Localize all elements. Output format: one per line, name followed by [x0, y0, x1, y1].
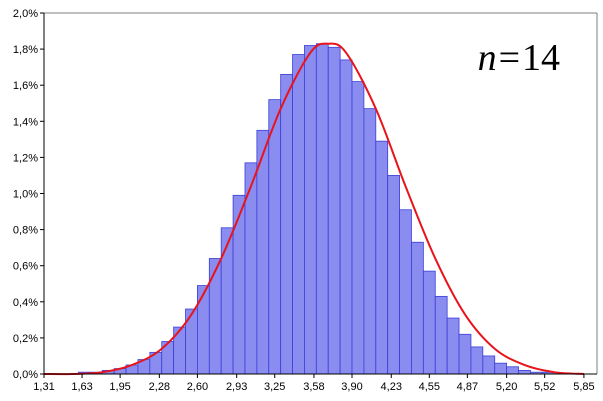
- x-tick-label: 2,93: [226, 381, 247, 393]
- histogram-bar: [280, 73, 293, 375]
- histogram-bar: [399, 209, 412, 375]
- x-tick-label: 1,31: [33, 381, 54, 393]
- x-tick-label: 5,85: [573, 381, 594, 393]
- histogram-bar: [315, 43, 329, 375]
- histogram-bar: [304, 45, 317, 375]
- x-axis-ticks: 1,31 1,63 1,95 2,28 2,60 2,93 3,25 3,58 3,90 4,23…: [33, 374, 595, 393]
- x-tick-label: 2,28: [149, 381, 170, 393]
- histogram-bar: [387, 175, 400, 375]
- x-tick-label: 5,52: [534, 381, 555, 393]
- normal-fit-curve: [43, 42, 584, 376]
- histogram-bar: [482, 355, 496, 375]
- histogram-bar: [268, 99, 282, 375]
- histogram-bar: [363, 108, 377, 375]
- x-tick-label: 5,20: [496, 381, 517, 393]
- histogram-bar: [458, 333, 472, 375]
- histogram-bars: [78, 43, 555, 375]
- y-tick-label: 1,6%: [13, 80, 38, 92]
- y-tick-label: 1,0%: [13, 189, 38, 201]
- annotation-value: 14: [522, 37, 560, 79]
- x-tick-label: 4,87: [457, 381, 478, 393]
- histogram-bar: [220, 227, 234, 375]
- x-tick-label: 4,55: [419, 381, 440, 393]
- histogram-bar: [422, 270, 436, 375]
- x-tick-label: 3,25: [264, 381, 285, 393]
- histogram-bar: [197, 285, 210, 375]
- x-tick-label: 4,23: [381, 381, 402, 393]
- y-tick-label: 2,0%: [13, 8, 38, 20]
- y-tick-label: 0,0%: [13, 369, 38, 381]
- x-tick-label: 1,63: [71, 381, 92, 393]
- x-tick-label: 3,58: [303, 381, 324, 393]
- sample-size-annotation: n=14: [478, 37, 560, 79]
- histogram-bar: [351, 81, 365, 375]
- annotation-equals: =: [499, 37, 520, 79]
- histogram-bar: [494, 362, 508, 375]
- histogram-bar: [411, 241, 424, 375]
- y-tick-label: 0,2%: [13, 333, 38, 345]
- histogram-bar: [185, 308, 198, 375]
- histogram-bar: [470, 346, 484, 375]
- histogram-bar: [232, 194, 246, 375]
- histogram-bar: [506, 366, 519, 375]
- y-tick-label: 0,6%: [13, 261, 38, 273]
- y-tick-label: 0,8%: [13, 225, 38, 237]
- x-tick-label: 3,90: [341, 381, 362, 393]
- histogram-bar: [375, 140, 389, 375]
- y-tick-label: 1,2%: [13, 152, 38, 164]
- annotation-variable: n: [478, 37, 497, 79]
- y-tick-label: 1,8%: [13, 44, 38, 56]
- histogram-bar: [327, 46, 341, 375]
- y-tick-label: 1,4%: [13, 116, 38, 128]
- histogram-bar: [339, 59, 353, 375]
- histogram-bar: [446, 317, 460, 375]
- x-tick-label: 2,60: [187, 381, 208, 393]
- y-axis-ticks: 0,0% 0,2% 0,4% 0,6% 0,8% 1,0% 1,2% 1,4% 1,6% 1,8%…: [13, 8, 44, 381]
- y-tick-label: 0,4%: [13, 297, 38, 309]
- histogram-bar: [434, 295, 448, 375]
- histogram-bar: [208, 258, 222, 375]
- x-tick-label: 1,95: [109, 381, 130, 393]
- histogram-bar: [518, 369, 531, 375]
- histogram-bar: [292, 54, 305, 375]
